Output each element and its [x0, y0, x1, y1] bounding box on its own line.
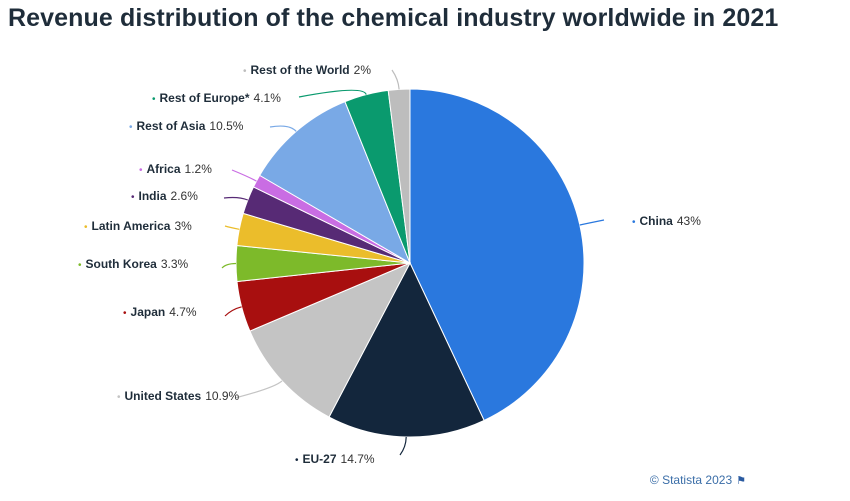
slice-label-name: Rest of Europe*	[160, 91, 250, 105]
slice-label-name: United States	[125, 389, 202, 403]
slice-label: • Rest of the World 2%	[243, 63, 371, 77]
pie-slice-rest-of-asia[interactable]	[258, 100, 412, 265]
legend-bullet-icon: •	[78, 260, 82, 271]
legend-bullet-icon: •	[131, 192, 135, 203]
pie-slice-united-states[interactable]	[249, 261, 412, 418]
slice-label: • Latin America 3%	[84, 219, 192, 233]
slice-label: • South Korea 3.3%	[78, 257, 189, 271]
legend-bullet-icon: •	[295, 455, 299, 466]
slice-label: • Rest of Asia 10.5%	[129, 119, 244, 133]
slice-label-name: Latin America	[92, 219, 171, 233]
slice-label-value: 4.7%	[169, 305, 197, 319]
slice-label-value: 43%	[677, 214, 701, 228]
slice-label: • Africa 1.2%	[139, 162, 212, 176]
slice-label-name: China	[640, 214, 674, 228]
legend-bullet-icon: •	[152, 94, 156, 105]
slice-label-value: 2.6%	[171, 189, 199, 203]
connector-line	[298, 89, 367, 98]
legend-bullet-icon: •	[129, 122, 133, 133]
credit-text[interactable]: © Statista 2023	[649, 473, 733, 487]
connector-line	[231, 169, 257, 182]
slice-label-name: India	[139, 189, 167, 203]
slice-label-value: 3.3%	[161, 257, 189, 271]
slice-label: • Rest of Europe* 4.1%	[152, 91, 281, 105]
slice-label-name: Rest of the World	[251, 63, 350, 77]
connector-line	[399, 436, 407, 456]
legend-bullet-icon: •	[243, 66, 247, 77]
connector-line	[221, 262, 237, 269]
slice-label: • Japan 4.7%	[123, 305, 197, 319]
slice-label-value: 4.1%	[254, 91, 282, 105]
slice-label-value: 3%	[174, 219, 192, 233]
flag-icon[interactable]: ⚑	[736, 475, 746, 487]
connector-line	[269, 125, 297, 132]
slice-label-value: 1.2%	[185, 162, 213, 176]
chart-title: Revenue distribution of the chemical ind…	[8, 4, 779, 32]
connector-line	[223, 196, 249, 201]
connector-line	[224, 306, 242, 317]
slice-label: • EU-27 14.7%	[295, 452, 375, 466]
pie-slice-rest-of-the-world[interactable]	[387, 88, 411, 264]
pie-slice-eu-27[interactable]	[328, 261, 485, 438]
slice-label-name: Africa	[147, 162, 181, 176]
connector-line	[579, 219, 605, 226]
statista-credit[interactable]: © Statista 2023 ⚑	[650, 473, 746, 487]
legend-bullet-icon: •	[139, 165, 143, 176]
connector-line	[224, 225, 240, 230]
legend-bullet-icon: •	[632, 217, 636, 228]
slice-label: • China 43%	[632, 214, 701, 228]
legend-bullet-icon: •	[117, 392, 121, 403]
slice-label-name: Japan	[131, 305, 166, 319]
connector-line	[234, 380, 283, 399]
slice-label-value: 10.5%	[209, 119, 243, 133]
slice-label-name: Rest of Asia	[137, 119, 206, 133]
slice-label-value: 14.7%	[341, 452, 375, 466]
slice-label-name: EU-27	[303, 452, 337, 466]
pie-slice-china[interactable]	[409, 88, 585, 422]
legend-bullet-icon: •	[84, 222, 88, 233]
legend-bullet-icon: •	[123, 308, 127, 319]
slice-label-value: 10.9%	[205, 389, 239, 403]
slice-label: • United States 10.9%	[117, 389, 240, 403]
slice-label-value: 2%	[354, 63, 372, 77]
slice-label-name: South Korea	[86, 257, 158, 271]
slice-label: • India 2.6%	[131, 189, 198, 203]
connector-line	[391, 69, 400, 90]
